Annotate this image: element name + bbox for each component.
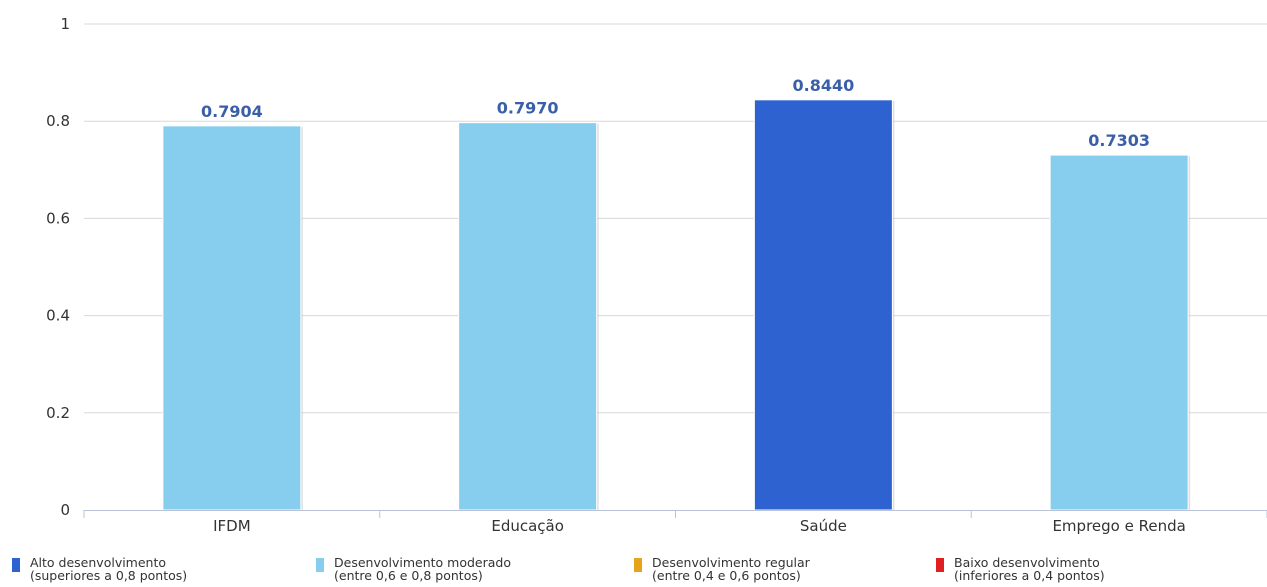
- legend-swatch-icon: [936, 558, 944, 572]
- data-labels: 0.7904 0.7970 0.8440 0.7303: [201, 76, 1150, 150]
- legend-sublabel: (entre 0,6 e 0,8 pontos): [334, 568, 483, 583]
- x-tick-label: Educação: [491, 517, 564, 535]
- x-tick-label: Emprego e Renda: [1052, 517, 1185, 535]
- legend-swatch-icon: [12, 558, 20, 572]
- bar: [1049, 154, 1189, 511]
- legend-label: Desenvolvimento moderado: [334, 555, 511, 570]
- legend-sublabel: (superiores a 0,8 pontos): [30, 568, 188, 583]
- legend-item-regular[interactable]: Desenvolvimento regular (entre 0,4 e 0,6…: [634, 556, 810, 582]
- data-label: 0.8440: [793, 76, 855, 95]
- x-tick-label: IFDM: [213, 517, 251, 535]
- bar: [162, 125, 302, 511]
- y-tick-label: 0: [60, 501, 70, 519]
- y-tick-label: 0.2: [46, 404, 70, 422]
- legend-item-baixo[interactable]: Baixo desenvolvimento (inferiores a 0,4 …: [936, 556, 1105, 582]
- y-tick-label: 1: [60, 15, 70, 33]
- legend-item-moderado[interactable]: Desenvolvimento moderado (entre 0,6 e 0,…: [316, 556, 511, 582]
- y-tick-label: 0.8: [46, 112, 70, 130]
- legend-swatch-icon: [634, 558, 642, 572]
- legend-item-alto[interactable]: Alto desenvolvimento (superiores a 0,8 p…: [12, 556, 187, 582]
- legend-label: Desenvolvimento regular: [652, 555, 810, 570]
- legend-label: Alto desenvolvimento: [30, 555, 167, 570]
- legend-label: Baixo desenvolvimento: [954, 555, 1100, 570]
- legend: Alto desenvolvimento (superiores a 0,8 p…: [0, 556, 1267, 587]
- y-tick-label: 0.6: [46, 209, 70, 227]
- x-axis: IFDM Educação Saúde Emprego e Renda: [83, 510, 1267, 535]
- data-label: 0.7303: [1088, 131, 1150, 150]
- bars: [162, 99, 1191, 512]
- bar-chart: 00.20.40.60.81 0.7904 0.79700.84400.7303 …: [46, 15, 1267, 535]
- data-label: 0.7904: [201, 102, 263, 121]
- data-label: 0.7970: [497, 99, 559, 118]
- y-axis-ticks: 0 0.2 0.4 0.6 0.8 1: [46, 15, 70, 519]
- y-tick-label: 0.4: [46, 307, 70, 325]
- legend-sublabel: (entre 0,4 e 0,6 pontos): [652, 568, 801, 583]
- bar: [753, 99, 893, 511]
- legend-swatch-icon: [316, 558, 324, 572]
- legend-sublabel: (inferiores a 0,4 pontos): [954, 568, 1105, 583]
- x-tick-label: Saúde: [800, 517, 847, 535]
- bar: [458, 122, 598, 511]
